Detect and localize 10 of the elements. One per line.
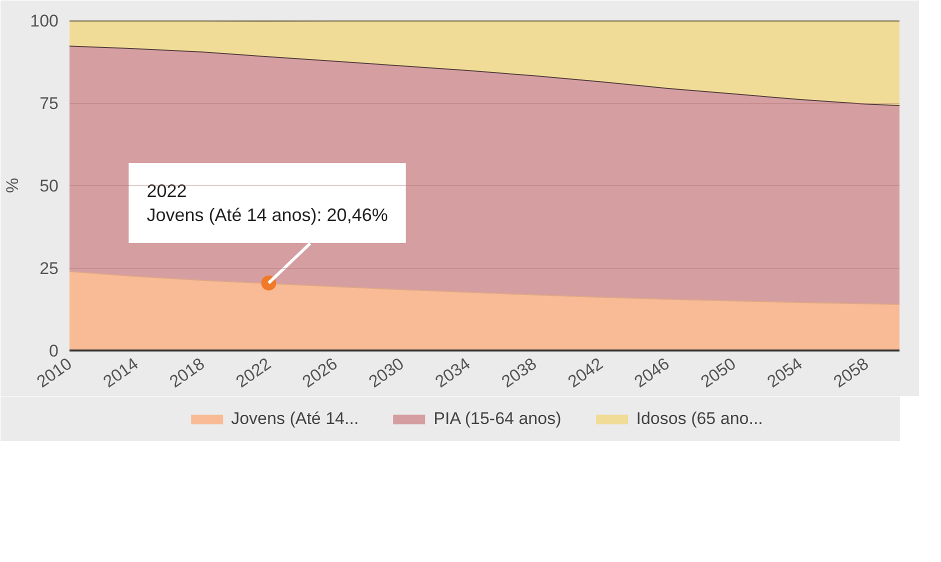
legend-label: PIA (15-64 anos) [434,408,562,428]
y-tick-label: 0 [49,342,59,360]
annotation: 2022 Jovens (Até 14 anos): 20,46% [146,180,388,225]
y-tick-label: 50 [40,176,59,196]
legend-label: Idosos (65 ano... [636,408,763,428]
y-tick-label: 100 [30,12,59,30]
y-tick-label: 25 [40,259,59,278]
y-tick-label: 75 [40,94,59,113]
y-axis-title: % [3,178,22,194]
legend-label: Jovens (Até 14... [231,408,359,428]
